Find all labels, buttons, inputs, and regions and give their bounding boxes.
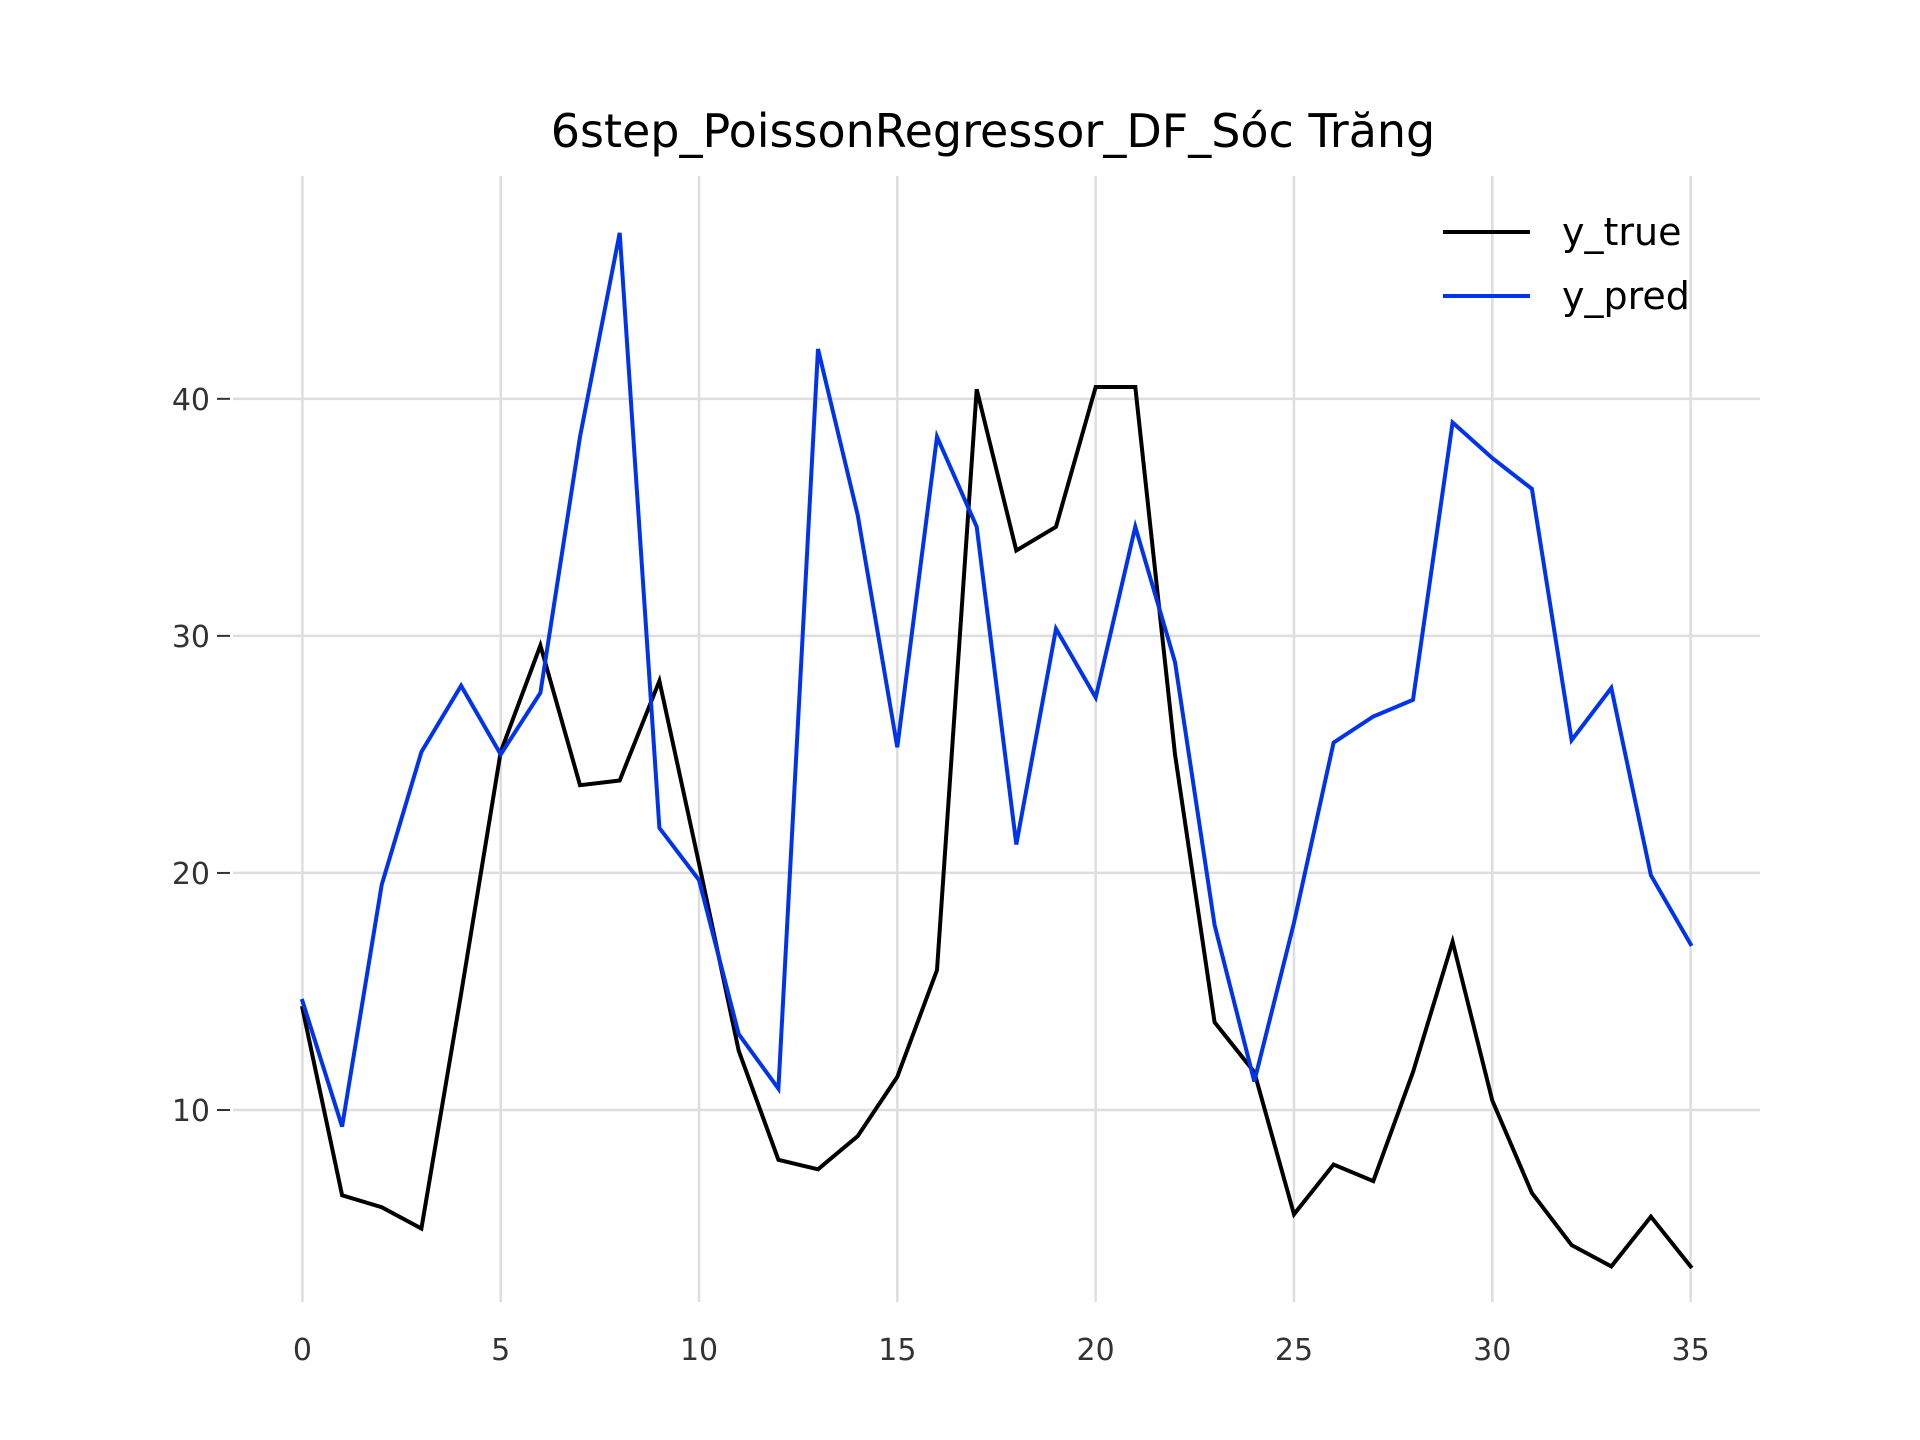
chart-title: 6step_PoissonRegressor_DF_Sóc Trăng (551, 104, 1436, 158)
x-tick-label: 20 (1077, 1333, 1115, 1368)
x-tick-label: 30 (1473, 1333, 1511, 1368)
x-tick-label: 25 (1275, 1333, 1313, 1368)
x-tick-label: 0 (293, 1333, 312, 1368)
series-line-y-pred (299, 232, 1694, 1128)
axis-ticks: 0 5 10 15 20 25 30 35 10 20 30 40 (172, 383, 1710, 1368)
x-tick-label: 5 (491, 1333, 510, 1368)
y-tick-label: 10 (172, 1094, 210, 1129)
legend: y_true y_pred (1443, 210, 1690, 318)
x-tick-label: 35 (1671, 1333, 1709, 1368)
series-lines (299, 232, 1694, 1270)
x-tick-label: 10 (680, 1333, 718, 1368)
x-tick-label: 15 (878, 1333, 916, 1368)
y-tick-label: 40 (172, 383, 210, 418)
legend-label-y-true: y_true (1562, 210, 1681, 254)
y-tick-label: 30 (172, 620, 210, 655)
y-tick-label: 20 (172, 857, 210, 892)
series-line-y-true (300, 385, 1694, 1270)
legend-label-y-pred: y_pred (1562, 274, 1690, 318)
grid-lines (233, 176, 1760, 1302)
